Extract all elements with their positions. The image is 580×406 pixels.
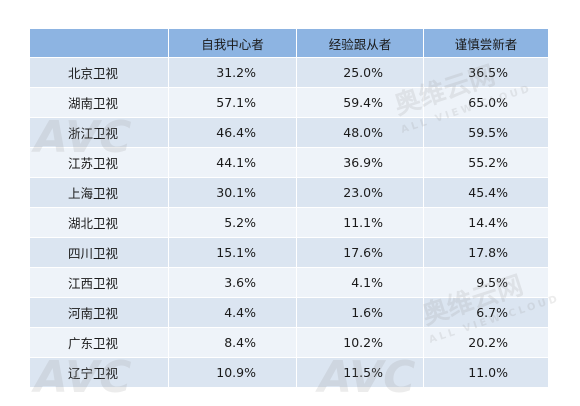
cell-value: 17.6% (296, 237, 424, 268)
cell-value: 17.8% (423, 237, 549, 268)
cell-value: 30.1% (168, 177, 297, 208)
header-corner (29, 28, 169, 58)
cell-value: 59.5% (423, 117, 549, 148)
cell-value: 8.4% (168, 327, 297, 358)
table-row: 浙江卫视 46.4% 48.0% 59.5% (29, 117, 549, 148)
cell-value: 46.4% (168, 117, 297, 148)
cell-value: 59.4% (296, 87, 424, 118)
row-label: 河南卫视 (29, 297, 169, 328)
cell-value: 3.6% (168, 267, 297, 298)
header-col-1: 自我中心者 (168, 28, 297, 58)
row-label: 四川卫视 (29, 237, 169, 268)
table-row: 江苏卫视 44.1% 36.9% 55.2% (29, 147, 549, 178)
table-row: 江西卫视 3.6% 4.1% 9.5% (29, 267, 549, 298)
cell-value: 36.9% (296, 147, 424, 178)
cell-value: 15.1% (168, 237, 297, 268)
cell-value: 65.0% (423, 87, 549, 118)
row-label: 北京卫视 (29, 57, 169, 88)
cell-value: 20.2% (423, 327, 549, 358)
cell-value: 45.4% (423, 177, 549, 208)
header-col-3: 谨慎尝新者 (423, 28, 549, 58)
cell-value: 31.2% (168, 57, 297, 88)
cell-value: 6.7% (423, 297, 549, 328)
table-row: 四川卫视 15.1% 17.6% 17.8% (29, 237, 549, 268)
table-row: 北京卫视 31.2% 25.0% 36.5% (29, 57, 549, 88)
data-table: 自我中心者 经验跟从者 谨慎尝新者 北京卫视 31.2% 25.0% 36.5%… (29, 28, 549, 388)
header-col-2: 经验跟从者 (296, 28, 424, 58)
row-label: 浙江卫视 (29, 117, 169, 148)
cell-value: 23.0% (296, 177, 424, 208)
cell-value: 48.0% (296, 117, 424, 148)
cell-value: 5.2% (168, 207, 297, 238)
table-row: 河南卫视 4.4% 1.6% 6.7% (29, 297, 549, 328)
row-label: 湖北卫视 (29, 207, 169, 238)
data-table-container: 自我中心者 经验跟从者 谨慎尝新者 北京卫视 31.2% 25.0% 36.5%… (29, 28, 549, 388)
row-label: 辽宁卫视 (29, 357, 169, 388)
row-label: 湖南卫视 (29, 87, 169, 118)
cell-value: 25.0% (296, 57, 424, 88)
table-row: 广东卫视 8.4% 10.2% 20.2% (29, 327, 549, 358)
cell-value: 57.1% (168, 87, 297, 118)
cell-value: 11.0% (423, 357, 549, 388)
row-label: 江苏卫视 (29, 147, 169, 178)
cell-value: 55.2% (423, 147, 549, 178)
cell-value: 10.2% (296, 327, 424, 358)
row-label: 上海卫视 (29, 177, 169, 208)
table-row: 湖北卫视 5.2% 11.1% 14.4% (29, 207, 549, 238)
cell-value: 4.4% (168, 297, 297, 328)
table-row: 上海卫视 30.1% 23.0% 45.4% (29, 177, 549, 208)
row-label: 江西卫视 (29, 267, 169, 298)
cell-value: 11.1% (296, 207, 424, 238)
table-header-row: 自我中心者 经验跟从者 谨慎尝新者 (29, 28, 549, 58)
row-label: 广东卫视 (29, 327, 169, 358)
cell-value: 36.5% (423, 57, 549, 88)
cell-value: 10.9% (168, 357, 297, 388)
cell-value: 44.1% (168, 147, 297, 178)
cell-value: 1.6% (296, 297, 424, 328)
table-row: 辽宁卫视 10.9% 11.5% 11.0% (29, 357, 549, 388)
cell-value: 11.5% (296, 357, 424, 388)
cell-value: 9.5% (423, 267, 549, 298)
cell-value: 14.4% (423, 207, 549, 238)
cell-value: 4.1% (296, 267, 424, 298)
table-row: 湖南卫视 57.1% 59.4% 65.0% (29, 87, 549, 118)
